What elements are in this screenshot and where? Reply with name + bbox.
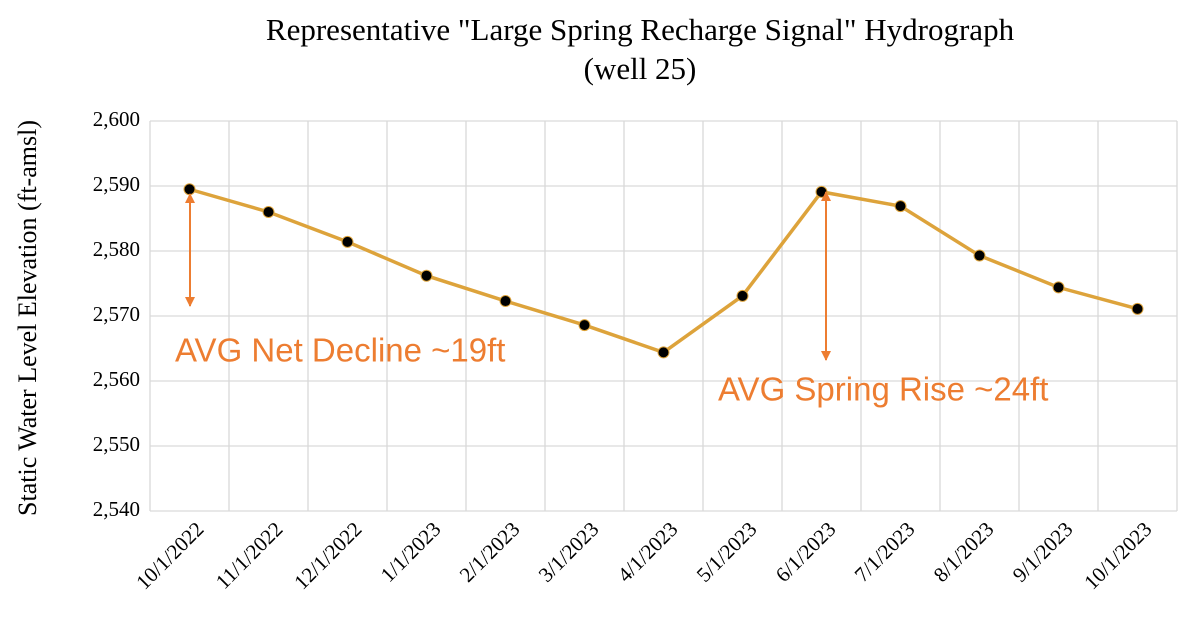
y-tick-label: 2,600 — [93, 107, 140, 131]
data-point — [262, 206, 275, 218]
x-tick-label: 1/1/2023 — [376, 517, 446, 587]
data-point — [657, 346, 670, 359]
data-point — [183, 183, 196, 196]
series-line — [189, 187, 1138, 355]
y-tick-label: 2,560 — [93, 367, 140, 391]
data-point — [1052, 281, 1065, 294]
x-tick-label: 9/1/2023 — [1008, 517, 1078, 587]
y-tick-label: 2,550 — [93, 432, 140, 456]
annotation: AVG Net Decline ~19ft — [175, 332, 505, 369]
y-tick-label: 2,570 — [93, 302, 140, 326]
y-tick-label: 2,590 — [93, 172, 140, 196]
x-tick-label: 3/1/2023 — [534, 517, 604, 587]
data-point — [1131, 302, 1144, 315]
x-tick-label: 2/1/2023 — [455, 517, 525, 587]
x-tick-label: 6/1/2023 — [771, 517, 841, 587]
y-axis-label: Static Water Level Elevation (ft-amsl) — [13, 120, 42, 516]
y-tick-label: 2,580 — [93, 237, 140, 261]
chart-title: Representative "Large Spring Recharge Si… — [266, 12, 1015, 47]
y-tick-label: 2,540 — [93, 497, 140, 521]
x-tick-label: 12/1/2022 — [289, 517, 366, 594]
x-tick-label: 5/1/2023 — [692, 517, 762, 587]
x-tick-label: 8/1/2023 — [929, 517, 999, 587]
x-tick-label: 11/1/2022 — [211, 517, 288, 594]
data-point — [973, 249, 986, 262]
x-tick-label: 7/1/2023 — [850, 517, 920, 587]
data-point — [894, 200, 907, 213]
annotation: AVG Spring Rise ~24ft — [718, 371, 1048, 408]
x-tick-label: 10/1/2022 — [131, 517, 208, 594]
data-point — [736, 289, 749, 302]
x-tick-label: 10/1/2023 — [1079, 517, 1156, 594]
x-tick-label: 4/1/2023 — [613, 517, 683, 587]
data-point — [499, 295, 512, 308]
data-point — [341, 235, 354, 248]
data-point — [578, 319, 591, 332]
chart-title: (well 25) — [584, 51, 697, 86]
data-point — [420, 269, 433, 282]
